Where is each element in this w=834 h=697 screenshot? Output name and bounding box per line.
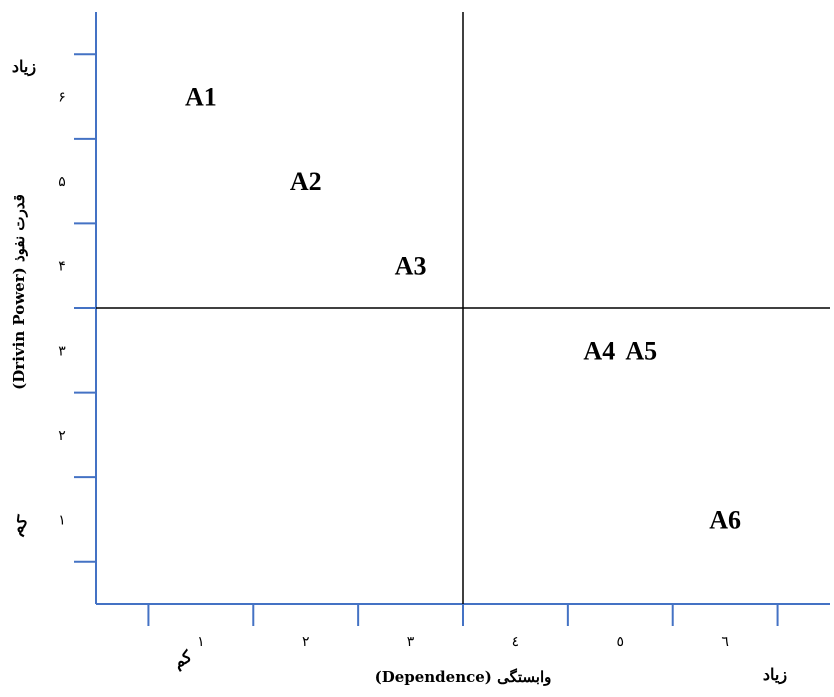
point-label: A5 [625, 336, 657, 365]
y-tick-label: ٢ [58, 428, 66, 444]
x-tick-label: ٤ [512, 634, 520, 650]
point-label: A1 [185, 83, 217, 112]
y-tick-label: ۴ [58, 259, 66, 275]
point-label: A6 [709, 505, 741, 534]
y-tick-label: ۵ [58, 174, 66, 190]
quadrant-dividers [96, 12, 830, 604]
x-tick-label: ١ [197, 634, 205, 650]
y-tick-label: ٣ [58, 343, 66, 359]
y-tick-label: ۶ [58, 90, 66, 106]
x-tick-label: ٣ [407, 634, 415, 650]
data-points: A1 A2 A3 A4 A5 A6 [185, 83, 741, 535]
point-label: A3 [395, 252, 427, 281]
x-axis-low-label: کم [170, 646, 196, 673]
axis-titles: وابستگی (Dependence) قدرت نفوذ (Drivin P… [6, 57, 787, 686]
x-tick-label: ٥ [617, 634, 625, 650]
y-axis-high-label: زیاد [12, 57, 36, 77]
point-label: A4 [583, 336, 615, 365]
x-tick-label: ٦ [721, 634, 729, 650]
y-tick-label: ١ [58, 512, 66, 528]
ticks: ١ ٢ ٣ ٤ ٥ ٦ ١ ٢ ٣ ۴ ۵ ۶ [58, 53, 779, 650]
y-axis-title: قدرت نفوذ (Drivin Power) [10, 194, 28, 390]
x-tick-label: ٢ [302, 634, 310, 650]
x-axis-high-label: زیاد [763, 665, 787, 685]
point-label: A2 [290, 167, 322, 196]
x-axis-title: وابستگی (Dependence) [375, 668, 552, 686]
y-axis-low-label: کم [6, 512, 33, 538]
